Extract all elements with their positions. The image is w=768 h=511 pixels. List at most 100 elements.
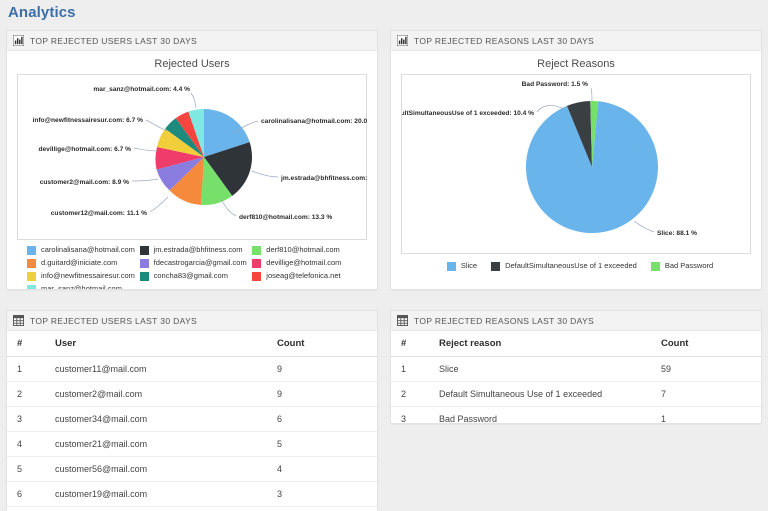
cell-index: 1 <box>391 356 429 382</box>
legend-swatch <box>27 258 36 268</box>
reject-reasons-pie-chart: Slice: 88.1 % DefaultSimultaneousUse of … <box>402 81 697 237</box>
cell-count: 3 <box>267 507 377 511</box>
pie-slice-slice[interactable] <box>525 101 658 234</box>
table-row[interactable]: 7 customer32@mail.com 3 <box>7 507 377 511</box>
legend-item[interactable]: fdecastrogarcia@gmail.com <box>139 257 253 269</box>
legend-label: Slice <box>460 261 478 270</box>
legend-swatch <box>252 245 262 255</box>
legend-item[interactable]: Bad Password <box>650 260 713 272</box>
pie-slice-6[interactable] <box>155 147 204 170</box>
table-row[interactable]: 1 customer11@mail.com 9 <box>7 356 377 382</box>
table-grid-icon <box>13 315 24 326</box>
cell-user: customer56@mail.com <box>45 456 267 482</box>
pie-data-labels: carolinalisana@hotmail.com: 20.0 % jm.es… <box>33 86 369 221</box>
legend-label: jm.estrada@bhfitness.com <box>153 245 243 254</box>
legend-item[interactable]: carolinalisana@hotmail.com <box>27 244 140 256</box>
legend-swatch <box>446 261 456 271</box>
table-row[interactable]: 6 customer19@mail.com 3 <box>7 481 377 507</box>
legend-label: DefaultSimultaneousUse of 1 exceeded <box>505 261 637 270</box>
legend-label: derf810@hotmail.com <box>266 245 340 254</box>
pie-slice-5[interactable] <box>156 157 204 191</box>
table-row[interactable]: 1 Slice 59 <box>391 356 761 382</box>
panel-header-label: TOP REJECTED USERS LAST 30 DAYS <box>30 315 198 326</box>
table-body: 1 Slice 59 2 Default Simultaneous Use of… <box>391 356 761 424</box>
panel-header: TOP REJECTED USERS LAST 30 DAYS <box>7 31 377 51</box>
legend-item[interactable]: d.guitard@iniciate.com <box>27 257 140 269</box>
table-row[interactable]: 5 customer56@mail.com 4 <box>7 456 377 482</box>
table-row[interactable]: 3 customer34@mail.com 6 <box>7 406 377 432</box>
pie-label-1: carolinalisana@hotmail.com: 20.0 % <box>261 118 368 125</box>
column-header-reason[interactable]: Reject reason <box>429 331 651 357</box>
pie-slice-2[interactable] <box>204 142 252 196</box>
legend-item[interactable]: derf810@hotmail.com <box>252 244 365 256</box>
table-row[interactable]: 2 customer2@mail.com 9 <box>7 381 377 407</box>
pie-slice-4[interactable] <box>169 157 204 205</box>
pie-slice-8[interactable] <box>165 118 204 157</box>
panel-top-rejected-reasons-chart: TOP REJECTED REASONS LAST 30 DAYS Reject… <box>390 30 762 290</box>
column-header-count[interactable]: Count <box>267 331 377 357</box>
pie-slice-7[interactable] <box>157 128 204 157</box>
pie-slice-default-simultaneous-use[interactable] <box>566 101 592 167</box>
users-chart-legend: carolinalisana@hotmail.com jm.estrada@bh… <box>7 240 377 290</box>
panel-top-rejected-reasons-table: TOP REJECTED REASONS LAST 30 DAYS # Reje… <box>390 310 762 424</box>
pie-label-6: devillige@hotmail.com: 6.7 % <box>38 146 131 153</box>
panel-body: Reject Reasons <box>391 51 761 279</box>
column-header-count[interactable]: Count <box>651 331 761 357</box>
table-row[interactable]: 2 Default Simultaneous Use of 1 exceeded… <box>391 381 761 407</box>
legend-item[interactable]: info@newfitnessairesur.com <box>27 270 140 282</box>
legend-item[interactable]: Slice <box>446 260 478 272</box>
legend-item[interactable]: devillige@hotmail.com <box>252 257 365 269</box>
column-header-user[interactable]: User <box>45 331 267 357</box>
pie-label-default-simultaneous: DefaultSimultaneousUse of 1 exceeded: 10… <box>402 110 534 117</box>
pie-slice-9[interactable] <box>175 111 204 157</box>
cell-user: customer32@mail.com <box>45 507 267 511</box>
table-body: 1 customer11@mail.com 9 2 customer2@mail… <box>7 356 377 511</box>
legend-label: concha83@gmail.com <box>153 271 228 280</box>
chart-title: Rejected Users <box>154 58 230 70</box>
cell-count: 9 <box>267 356 377 382</box>
reasons-chart-legend: Slice DefaultSimultaneousUse of 1 exceed… <box>391 254 761 279</box>
cell-reason: Default Simultaneous Use of 1 exceeded <box>429 381 651 407</box>
cell-reason: Bad Password <box>439 414 498 424</box>
column-header-index[interactable]: # <box>391 331 429 357</box>
cell-user: customer11@mail.com <box>45 356 267 382</box>
pie-label-4: customer12@mail.com: 11.1 % <box>51 210 147 217</box>
panel-header: TOP REJECTED REASONS LAST 30 DAYS <box>391 31 761 51</box>
pie-slice-bad-password[interactable] <box>590 101 599 167</box>
legend-label: mar_sanz@hotmail.com <box>41 284 122 290</box>
panel-header: TOP REJECTED REASONS LAST 30 DAYS <box>391 311 761 331</box>
pie-slice-3[interactable] <box>200 157 233 206</box>
pie-data-labels: Slice: 88.1 % DefaultSimultaneousUse of … <box>402 81 697 237</box>
legend-item[interactable]: jm.estrada@bhfitness.com <box>139 244 253 256</box>
legend-item[interactable]: DefaultSimultaneousUse of 1 exceeded <box>491 260 637 272</box>
legend-item[interactable]: mar_sanz@hotmail.com <box>27 283 140 290</box>
table-row[interactable]: 4 customer21@mail.com 5 <box>7 431 377 457</box>
column-header-index[interactable]: # <box>7 331 45 357</box>
cell-index: 4 <box>7 431 45 457</box>
legend-swatch <box>139 245 149 255</box>
cell-count: 3 <box>267 481 377 507</box>
chart-title: Reject Reasons <box>537 58 615 70</box>
pie-slice-10[interactable] <box>188 109 204 157</box>
legend-label: joseag@telefonica.net <box>266 271 341 280</box>
legend-label: devillige@hotmail.com <box>266 258 342 267</box>
cell-index: 1 <box>7 356 45 382</box>
cell-count: 5 <box>267 431 377 457</box>
pie-slice-1[interactable] <box>204 109 250 157</box>
legend-item[interactable]: concha83@gmail.com <box>139 270 253 282</box>
pie-label-slice: Slice: 88.1 % <box>657 230 697 237</box>
users-pie-plot-area: carolinalisana@hotmail.com: 20.0 % jm.es… <box>17 74 369 240</box>
cell-user: customer19@mail.com <box>45 481 267 507</box>
pie-leader-lines <box>131 92 279 217</box>
panel-header: TOP REJECTED USERS LAST 30 DAYS <box>7 311 377 331</box>
cell-user: customer21@mail.com <box>45 431 267 457</box>
pie-label-2: jm.estrada@bhfitness.com: 20.0 % <box>280 175 368 182</box>
legend-item[interactable]: joseag@telefonica.net <box>252 270 365 282</box>
table-row[interactable]: 3 Bad Password 1 <box>391 407 761 424</box>
legend-label: d.guitard@iniciate.com <box>41 258 118 267</box>
bar-chart-icon <box>397 35 408 46</box>
legend-swatch <box>650 261 660 271</box>
legend-swatch <box>27 245 36 255</box>
pie-leader-lines <box>536 87 655 233</box>
legend-label: fdecastrogarcia@gmail.com <box>153 258 247 267</box>
